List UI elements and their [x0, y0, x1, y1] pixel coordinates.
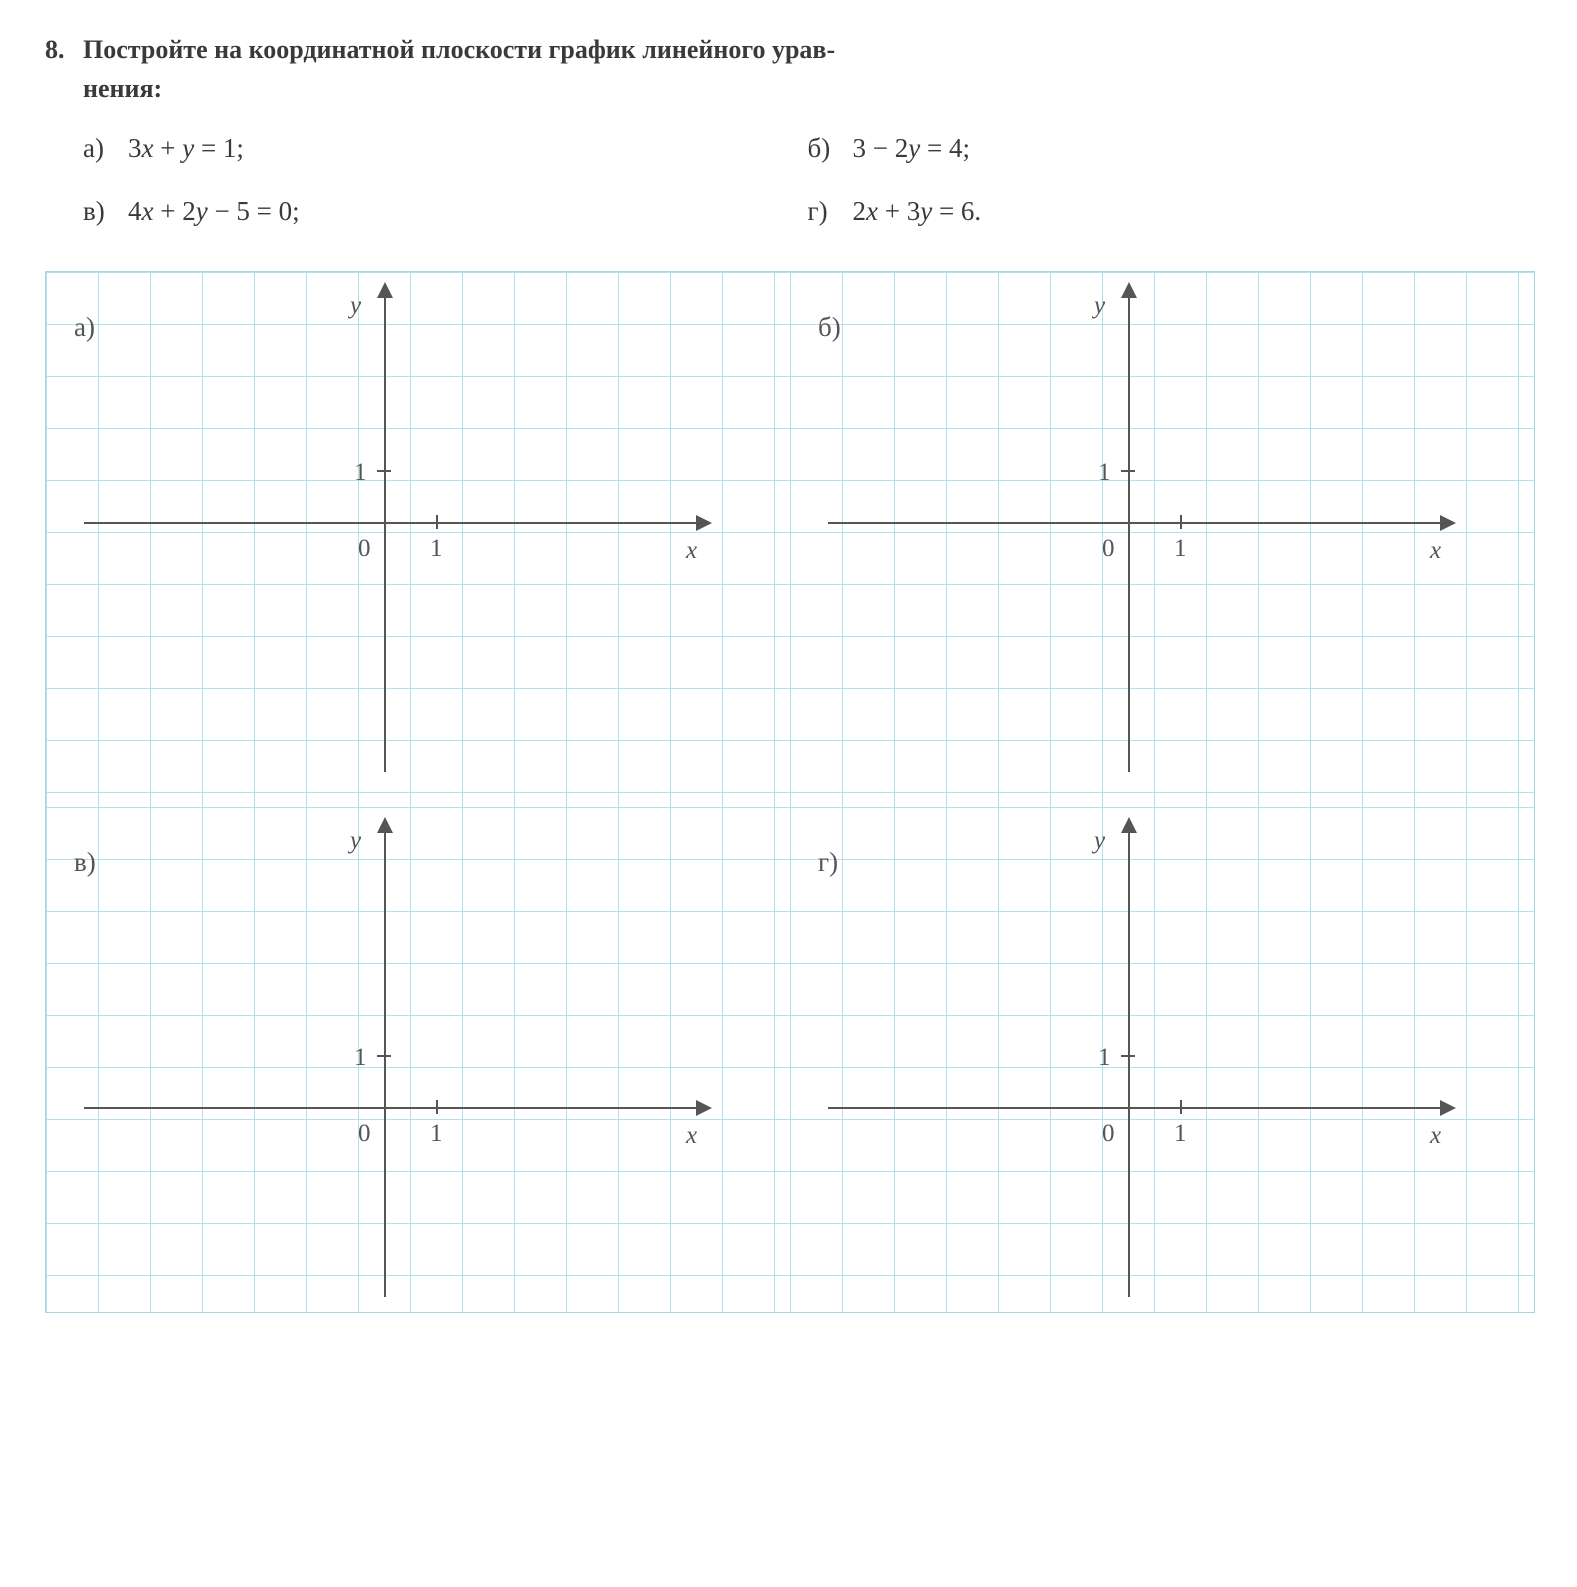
- y-tick: [1121, 1055, 1135, 1057]
- origin-label: 0: [1102, 1115, 1115, 1153]
- x-one-label: 1: [430, 530, 443, 568]
- x-label: x: [686, 1117, 697, 1155]
- grid-background: [790, 807, 1534, 1312]
- grid-panel-g: г) y x 0 1 1: [790, 807, 1534, 1312]
- y-axis: [384, 827, 386, 1297]
- y-label: y: [1094, 287, 1105, 325]
- y-label: y: [350, 822, 361, 860]
- panel-label-b: б): [818, 307, 841, 348]
- equation-g: г) 2x + 3y = 6.: [808, 191, 1533, 232]
- x-label: x: [1430, 532, 1441, 570]
- y-label: y: [1094, 822, 1105, 860]
- y-one-label: 1: [354, 454, 367, 492]
- origin-label: 0: [358, 1115, 371, 1153]
- problem-text-line1: Постройте на координатной плоскости граф…: [83, 35, 826, 64]
- y-tick: [377, 1055, 391, 1057]
- x-axis: [84, 1107, 704, 1109]
- y-tick: [1121, 470, 1135, 472]
- grid-background: [46, 272, 790, 807]
- equation-b: б) 3 − 2y = 4;: [808, 128, 1533, 169]
- coordinate-grids: а) y x 0 1 1 б) y x 0 1 1: [45, 271, 1535, 1313]
- equations-list: а) 3x + y = 1; б) 3 − 2y = 4; в) 4x + 2y…: [83, 128, 1532, 231]
- origin-label: 0: [1102, 530, 1115, 568]
- grid-background: [790, 272, 1534, 807]
- y-arrow-icon: [377, 817, 393, 833]
- y-label: y: [350, 287, 361, 325]
- eq-expr-v: 4x + 2y − 5 = 0;: [128, 191, 300, 232]
- x-tick: [1180, 515, 1182, 529]
- y-tick: [377, 470, 391, 472]
- grid-panel-a: а) y x 0 1 1: [46, 272, 790, 807]
- grid-row-bottom: в) y x 0 1 1 г) y x 0 1 1: [46, 807, 1534, 1312]
- x-arrow-icon: [696, 1100, 712, 1116]
- problem-statement: 8. Постройте на координатной плоскости г…: [45, 30, 1532, 108]
- y-axis: [384, 292, 386, 772]
- x-tick: [436, 1100, 438, 1114]
- y-arrow-icon: [1121, 817, 1137, 833]
- y-one-label: 1: [354, 1039, 367, 1077]
- x-axis: [828, 522, 1448, 524]
- grid-row-top: а) y x 0 1 1 б) y x 0 1 1: [46, 272, 1534, 807]
- eq-expr-g: 2x + 3y = 6.: [853, 191, 982, 232]
- problem-text-line2: нения:: [83, 74, 162, 103]
- grid-panel-b: б) y x 0 1 1: [790, 272, 1534, 807]
- x-one-label: 1: [1174, 1115, 1187, 1153]
- panel-label-v: в): [74, 842, 96, 883]
- x-tick: [1180, 1100, 1182, 1114]
- y-axis: [1128, 292, 1130, 772]
- panel-label-g: г): [818, 842, 838, 883]
- x-axis: [84, 522, 704, 524]
- panel-label-a: а): [74, 307, 95, 348]
- x-arrow-icon: [1440, 1100, 1456, 1116]
- x-axis: [828, 1107, 1448, 1109]
- y-one-label: 1: [1098, 1039, 1111, 1077]
- x-one-label: 1: [1174, 530, 1187, 568]
- y-arrow-icon: [377, 282, 393, 298]
- x-label: x: [1430, 1117, 1441, 1155]
- problem-body: Постройте на координатной плоскости граф…: [83, 30, 1532, 108]
- grid-background: [46, 807, 790, 1312]
- eq-label-g: г): [808, 191, 843, 232]
- x-arrow-icon: [1440, 515, 1456, 531]
- x-tick: [436, 515, 438, 529]
- x-one-label: 1: [430, 1115, 443, 1153]
- problem-number: 8.: [45, 30, 83, 108]
- grid-panel-v: в) y x 0 1 1: [46, 807, 790, 1312]
- y-axis: [1128, 827, 1130, 1297]
- eq-label-v: в): [83, 191, 118, 232]
- x-arrow-icon: [696, 515, 712, 531]
- eq-label-a: а): [83, 128, 118, 169]
- eq-label-b: б): [808, 128, 843, 169]
- y-one-label: 1: [1098, 454, 1111, 492]
- eq-expr-a: 3x + y = 1;: [128, 128, 244, 169]
- equation-v: в) 4x + 2y − 5 = 0;: [83, 191, 808, 232]
- y-arrow-icon: [1121, 282, 1137, 298]
- equation-a: а) 3x + y = 1;: [83, 128, 808, 169]
- origin-label: 0: [358, 530, 371, 568]
- x-label: x: [686, 532, 697, 570]
- eq-expr-b: 3 − 2y = 4;: [853, 128, 970, 169]
